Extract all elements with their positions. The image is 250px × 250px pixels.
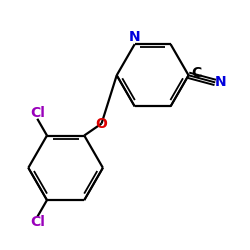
Text: C: C bbox=[192, 66, 202, 80]
Text: N: N bbox=[129, 30, 140, 44]
Text: O: O bbox=[96, 116, 108, 130]
Text: Cl: Cl bbox=[30, 106, 45, 120]
Text: N: N bbox=[215, 76, 227, 90]
Text: Cl: Cl bbox=[30, 216, 45, 230]
